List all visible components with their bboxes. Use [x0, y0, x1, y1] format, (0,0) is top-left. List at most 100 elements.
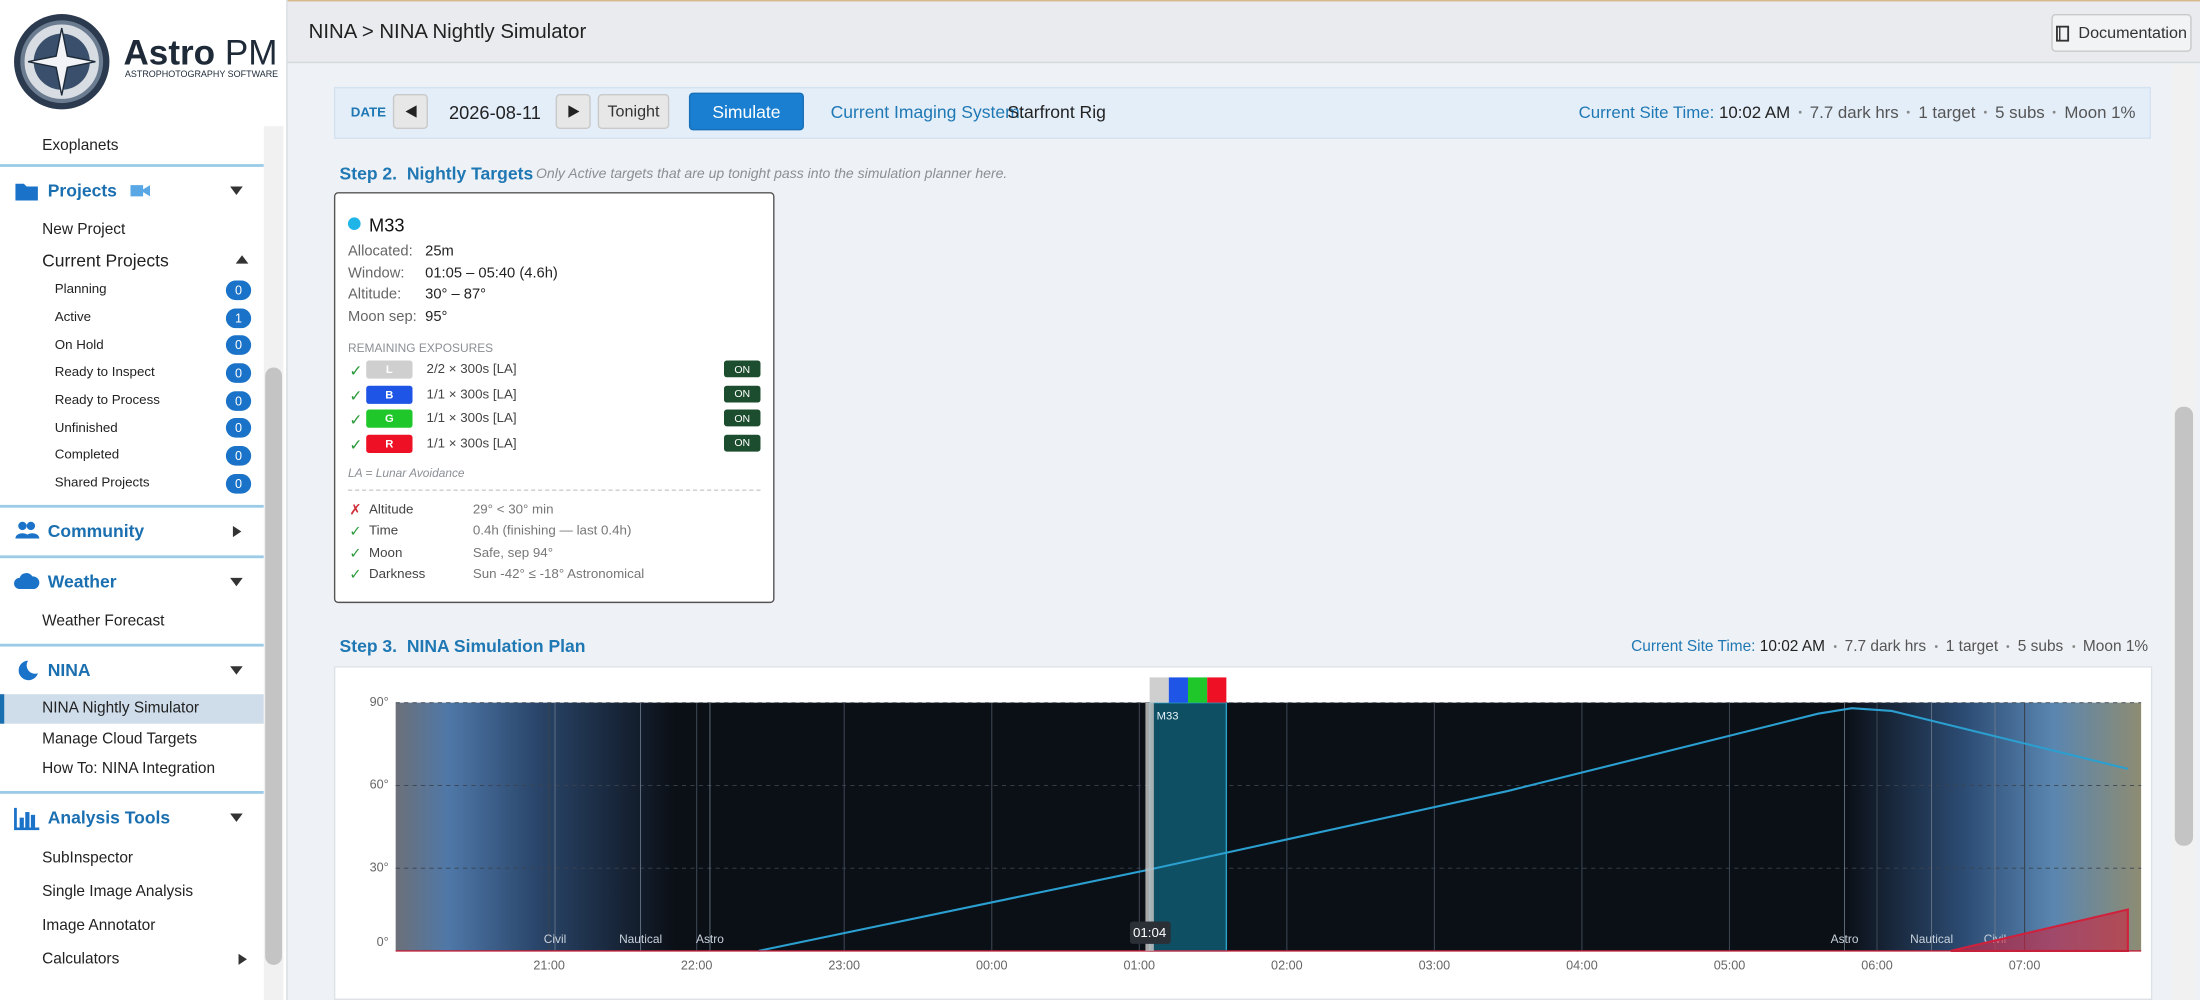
- caret: [232, 525, 242, 537]
- section-header[interactable]: Analysis Tools: [0, 794, 264, 842]
- nav-item-label: Current Projects: [42, 251, 169, 271]
- nav: Exoplanets Projects New Project Current Pro…: [0, 126, 264, 983]
- nav-item[interactable]: Image Annotator: [0, 909, 264, 943]
- date-value[interactable]: 2026-08-11: [448, 102, 541, 124]
- nav-subitem[interactable]: Ready to Process 0: [0, 387, 264, 415]
- nav-subitem-label: Active: [54, 309, 92, 326]
- plan-chart-card: 21:00 22:00 23:00 00:00 01:00 02:00 03:00 04:00…: [333, 666, 2153, 1000]
- nav-subitem[interactable]: On Hold 0: [0, 332, 264, 360]
- nav-subitem[interactable]: Planning 0: [0, 276, 264, 304]
- separator: [1983, 110, 1987, 114]
- state-badge[interactable]: ON: [723, 360, 761, 378]
- section-icon: [15, 521, 40, 539]
- camera-icon: [130, 185, 151, 197]
- icon: [130, 185, 151, 197]
- nav-item-label: SubInspector: [42, 849, 134, 867]
- section-header[interactable]: Community: [0, 507, 264, 555]
- nav-item[interactable]: Calculators: [0, 942, 264, 976]
- count-badge: 0: [225, 335, 252, 356]
- main-scrollbar-thumb[interactable]: [2174, 406, 2194, 846]
- section-header[interactable]: Projects: [0, 167, 264, 215]
- next-date-button[interactable]: [555, 93, 591, 130]
- target-card[interactable]: M33 REMAINING EXPOSURES LA = Lunar Avoid…: [333, 192, 775, 604]
- section-header[interactable]: NINA: [0, 646, 264, 694]
- separator: [2006, 645, 2010, 648]
- logo-suffix: PM: [224, 33, 278, 73]
- session-label: M33: [1157, 711, 1179, 723]
- documentation-button[interactable]: Documentation: [2051, 14, 2192, 52]
- nav-subitem[interactable]: Active 1: [0, 304, 264, 332]
- stat: 7.7 dark hrs: [1844, 638, 1927, 655]
- field-value: 95°: [425, 308, 448, 326]
- stat: Moon 1%: [2082, 638, 2149, 655]
- site-time: 10:02 AM: [1719, 102, 1791, 123]
- count-badge: 0: [225, 445, 252, 466]
- x-tick-label: 06:00: [1861, 959, 1893, 973]
- nav-item[interactable]: Exoplanets: [42, 136, 119, 154]
- caret-shape: [230, 813, 243, 822]
- check-mark: ✓: [349, 545, 362, 563]
- stat: 5 subs: [1995, 102, 2045, 123]
- section-header[interactable]: Weather: [0, 557, 264, 605]
- icon: [18, 521, 27, 531]
- nav-subitem-label: Ready to Process: [54, 392, 160, 409]
- nav-item-label: Weather Forecast: [42, 612, 165, 630]
- nav-item[interactable]: Manage Cloud Targets: [0, 724, 264, 754]
- stat: Moon 1%: [2064, 102, 2136, 123]
- tonight-button[interactable]: Tonight: [597, 93, 670, 130]
- scrollbar-thumb[interactable]: [265, 367, 283, 965]
- nav-item-label: Image Annotator: [42, 917, 156, 935]
- section-title: Community: [47, 521, 145, 541]
- imaging-system: Starfront Rig: [1007, 102, 1106, 123]
- caret: [230, 186, 243, 195]
- target-name: M33: [369, 214, 405, 236]
- nav-subitem[interactable]: Unfinished 0: [0, 414, 264, 442]
- section-icon: [18, 660, 38, 681]
- nav-subitem[interactable]: Shared Projects 0: [0, 470, 264, 498]
- check-detail: Sun -42° ≤ -18° Astronomical: [472, 566, 645, 583]
- nav-item[interactable]: Single Image Analysis: [0, 875, 264, 909]
- caret: [230, 577, 243, 586]
- prev-date-button[interactable]: [392, 93, 428, 130]
- stat: 1 target: [1918, 102, 1976, 123]
- state-badge[interactable]: ON: [723, 409, 761, 427]
- state-badge[interactable]: ON: [723, 384, 761, 402]
- nav-item[interactable]: Current Projects: [0, 245, 264, 276]
- nav-item[interactable]: Weather Forecast: [0, 605, 264, 636]
- nav-subitem-label: On Hold: [54, 337, 104, 354]
- twilight-label: Astro: [696, 932, 724, 946]
- nav-item-label: NINA Nightly Simulator: [42, 700, 200, 718]
- caret: [235, 255, 249, 264]
- twilight-label: Astro: [1831, 932, 1859, 946]
- nav-item[interactable]: NINA Nightly Simulator: [0, 693, 264, 724]
- nav-item[interactable]: SubInspector: [0, 842, 264, 876]
- logo-tagline: ASTROPHOTOGRAPHY SOFTWARE: [124, 70, 279, 80]
- filter-badge: B: [366, 384, 413, 404]
- exposure-text: 2/2 × 300s [LA]: [426, 361, 517, 378]
- plan-chart: 21:00 22:00 23:00 00:00 01:00 02:00 03:00 04:00…: [370, 677, 2142, 973]
- divider: [347, 489, 761, 491]
- caret-shape: [232, 525, 242, 537]
- check-mark: ✓: [349, 523, 362, 541]
- nav-subitem[interactable]: Completed 0: [0, 442, 264, 470]
- nav-item-label: Calculators: [42, 950, 120, 968]
- nav-section: Analysis Tools SubInspector Single Image A…: [0, 791, 264, 983]
- top-bar: NINA > NINA Nightly Simulator Documentat…: [287, 0, 2200, 64]
- icon: [19, 816, 24, 827]
- step2-heading: Step 2. Nightly Targets: [340, 164, 534, 184]
- nav-section: Projects New Project Current Projects Plann…: [0, 164, 264, 504]
- filter-strip: [1187, 677, 1208, 703]
- field-label: Moon sep:: [347, 308, 417, 326]
- state-badge[interactable]: ON: [723, 434, 761, 451]
- nav-item[interactable]: How To: NINA Integration: [0, 754, 264, 784]
- simulate-button[interactable]: Simulate: [688, 92, 804, 131]
- x-tick-label: 02:00: [1271, 959, 1303, 973]
- caret-shape: [235, 255, 249, 264]
- nav-subitem-label: Planning: [54, 282, 107, 298]
- exposure-text: 1/1 × 300s [LA]: [426, 386, 517, 402]
- nav-section: NINA NINA Nightly Simulator Manage Cloud T…: [0, 643, 264, 791]
- nav-item[interactable]: New Project: [0, 215, 264, 246]
- nav-subitem[interactable]: Ready to Inspect 0: [0, 359, 264, 387]
